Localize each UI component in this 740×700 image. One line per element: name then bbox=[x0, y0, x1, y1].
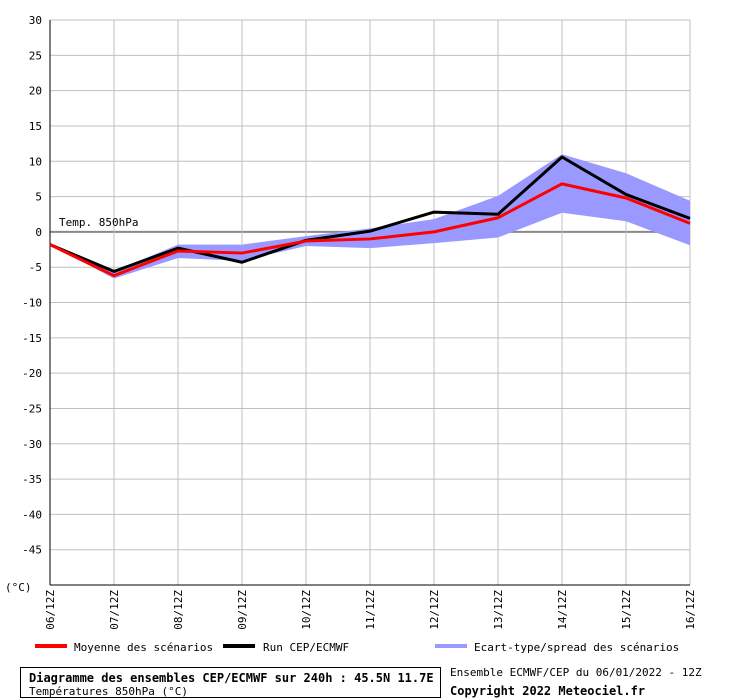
x-tick-label: 16/12Z bbox=[684, 590, 697, 630]
x-tick-label: 11/12Z bbox=[364, 590, 377, 630]
x-tick-label: 07/12Z bbox=[108, 590, 121, 630]
grid bbox=[49, 19, 691, 586]
legend: Moyenne des scénarios Run CEP/ECMWF Ecar… bbox=[35, 641, 679, 654]
legend-label-mean: Moyenne des scénarios bbox=[74, 641, 213, 654]
y-tick-label: -30 bbox=[22, 438, 42, 451]
series-layer bbox=[49, 154, 691, 279]
series-line-run bbox=[49, 155, 691, 273]
footer-copyright: Copyright 2022 Meteociel.fr bbox=[450, 684, 646, 698]
y-tick-label: 15 bbox=[29, 120, 42, 133]
x-tick-label: 10/12Z bbox=[300, 590, 313, 630]
x-tick-label: 13/12Z bbox=[492, 590, 505, 630]
footer-title: Diagramme des ensembles CEP/ECMWF sur 24… bbox=[29, 671, 434, 685]
y-tick-label: -35 bbox=[22, 473, 42, 486]
legend-label-spread: Ecart-type/spread des scénarios bbox=[474, 641, 679, 654]
legend-swatch-spread bbox=[435, 644, 467, 648]
y-tick-label: 0 bbox=[35, 226, 42, 239]
y-tick-label: -5 bbox=[29, 261, 42, 274]
y-tick-label: 20 bbox=[29, 85, 42, 98]
x-tick-labels: 06/12Z 07/12Z 08/12Z 09/12Z 10/12Z 11/12Z 12/1… bbox=[44, 590, 697, 630]
footer-subtitle: Températures 850hPa (°C) bbox=[29, 685, 188, 698]
y-unit-label: (°C) bbox=[5, 581, 32, 594]
y-tick-label: -45 bbox=[22, 544, 42, 557]
y-tick-label: 10 bbox=[29, 155, 42, 168]
reference-line-label: Temp. 850hPa bbox=[59, 216, 138, 229]
x-tick-label: 14/12Z bbox=[556, 590, 569, 630]
x-tick-label: 12/12Z bbox=[428, 590, 441, 630]
series-line-mean bbox=[49, 182, 691, 278]
legend-swatch-mean bbox=[35, 644, 67, 648]
y-tick-label: -20 bbox=[22, 367, 42, 380]
y-tick-label: -15 bbox=[22, 332, 42, 345]
x-tick-label: 08/12Z bbox=[172, 590, 185, 630]
y-tick-label: 5 bbox=[35, 191, 42, 204]
legend-label-run: Run CEP/ECMWF bbox=[263, 641, 349, 654]
x-tick-label: 09/12Z bbox=[236, 590, 249, 630]
x-tick-label: 15/12Z bbox=[620, 590, 633, 630]
footer-title-box: Diagramme des ensembles CEP/ECMWF sur 24… bbox=[20, 667, 441, 698]
y-tick-label: -10 bbox=[22, 297, 42, 310]
x-tick-label: 06/12Z bbox=[44, 590, 57, 630]
y-tick-label: 30 bbox=[29, 14, 42, 27]
y-tick-labels: 30 25 20 15 10 5 0 -5 -10 -15 -20 -25 -30 -35 -40 -45 bbox=[22, 14, 42, 557]
y-tick-label: -25 bbox=[22, 402, 42, 415]
legend-swatch-run bbox=[223, 644, 255, 648]
y-tick-label: -40 bbox=[22, 508, 42, 521]
ensemble-chart: 30 25 20 15 10 5 0 -5 -10 -15 -20 -25 -30 -35 -40 -45 0… bbox=[5, 14, 697, 654]
footer-ensemble-run: Ensemble ECMWF/CEP du 06/01/2022 - 12Z bbox=[450, 666, 702, 679]
y-tick-label: 25 bbox=[29, 49, 42, 62]
